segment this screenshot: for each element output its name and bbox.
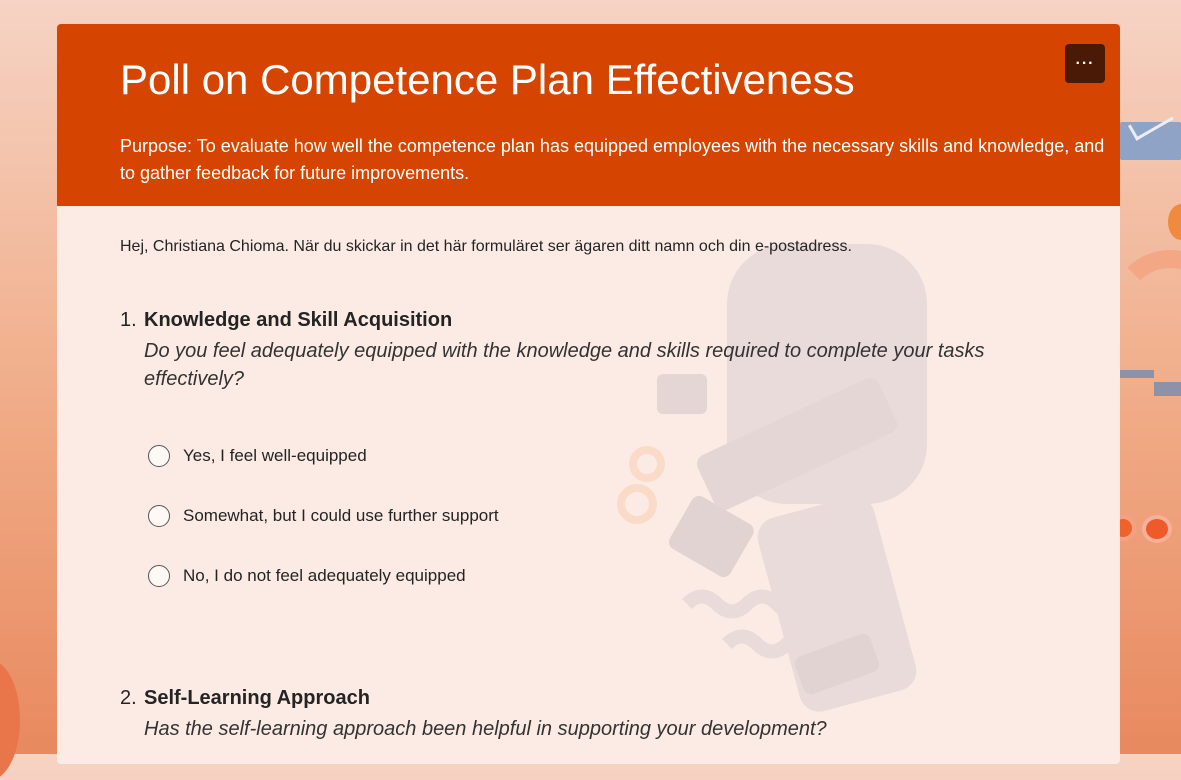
form-description: Purpose: To evaluate how well the compet…: [120, 136, 1105, 183]
background-illustration: [617, 244, 927, 712]
option-somewhat[interactable]: Somewhat, but I could use further suppor…: [148, 505, 499, 527]
option-label: Somewhat, but I could use further suppor…: [183, 506, 499, 525]
option-label: No, I do not feel adequately equipped: [183, 566, 466, 585]
more-options-button[interactable]: ···: [1065, 44, 1105, 83]
respondent-notice: Hej, Christiana Chioma. När du skickar i…: [120, 238, 852, 255]
question-title: Self-Learning Approach: [144, 687, 370, 709]
bar-decoration: [1120, 370, 1154, 378]
option-no[interactable]: No, I do not feel adequately equipped: [148, 565, 466, 587]
radio-button[interactable]: [148, 565, 170, 587]
form-title: Poll on Competence Plan Effectiveness: [120, 56, 855, 103]
radio-button[interactable]: [148, 445, 170, 467]
blob-decoration: [0, 660, 20, 780]
option-label: Yes, I feel well-equipped: [183, 446, 367, 465]
envelope-decoration: [1120, 122, 1181, 160]
ellipsis-icon: ···: [1075, 54, 1095, 72]
form-card: Poll on Competence Plan Effectiveness Pu…: [57, 24, 1120, 764]
arc-decoration: [1110, 250, 1181, 370]
form-header: Poll on Competence Plan Effectiveness Pu…: [57, 24, 1120, 206]
question-subtitle: Do you feel adequately equipped with the…: [144, 340, 985, 390]
bar-decoration: [1154, 382, 1181, 396]
option-yes[interactable]: Yes, I feel well-equipped: [148, 445, 367, 467]
question-number: 2.: [120, 687, 137, 709]
radio-button[interactable]: [148, 505, 170, 527]
dot-decoration: [1168, 204, 1181, 240]
question-number: 1.: [120, 309, 137, 331]
question-title: Knowledge and Skill Acquisition: [144, 309, 453, 331]
circle-decoration: [1142, 515, 1172, 543]
question-subtitle: Has the self-learning approach been help…: [144, 718, 827, 740]
